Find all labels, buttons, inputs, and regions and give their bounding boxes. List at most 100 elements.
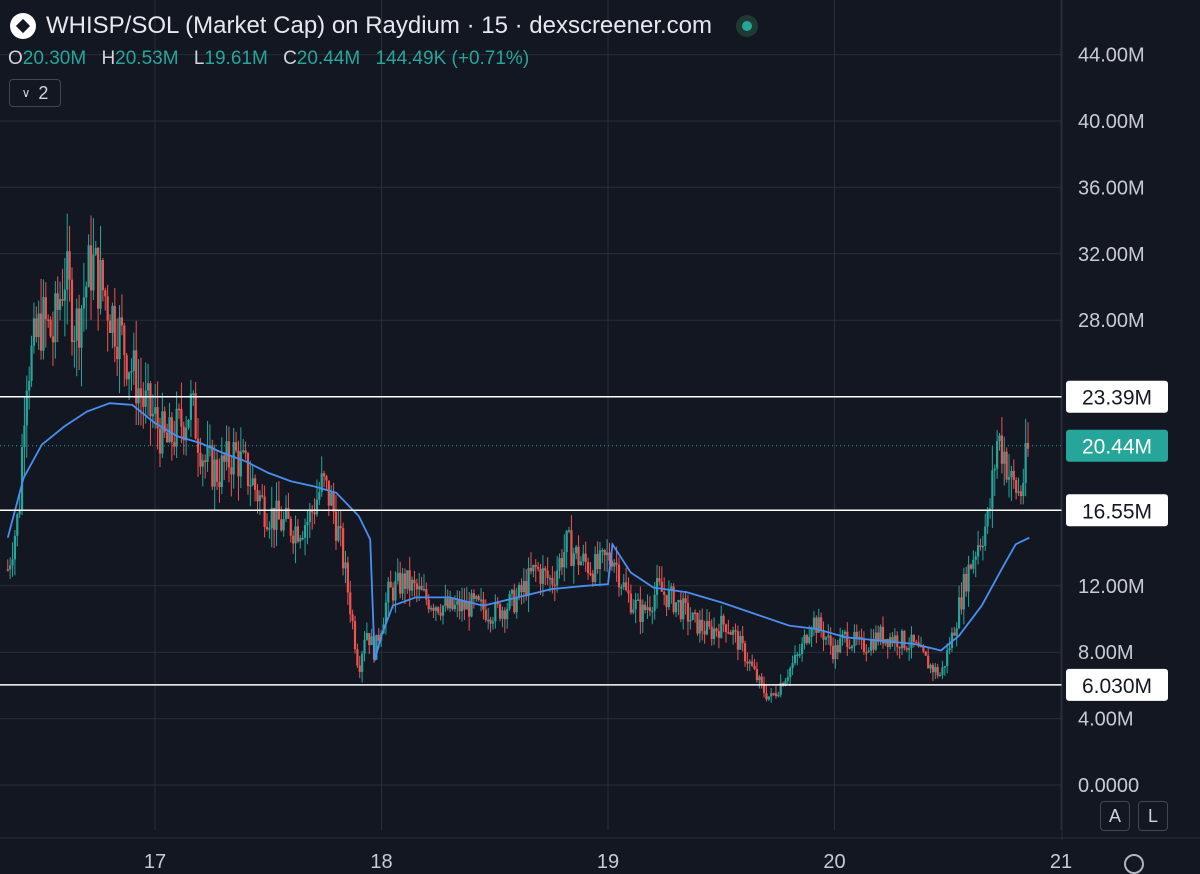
candle-body: [261, 495, 264, 497]
candle-body: [35, 318, 38, 338]
candle-body: [215, 459, 219, 482]
candle-body: [80, 308, 83, 348]
candle-body: [237, 450, 240, 477]
candle-body: [208, 445, 212, 447]
low-label: L: [193, 48, 205, 69]
candle-body: [68, 251, 71, 280]
candle-body: [11, 559, 14, 566]
candle-body: [23, 425, 26, 448]
candle-body: [903, 630, 906, 649]
candle-body: [556, 570, 559, 586]
chart-title: WHISP/SOL (Market Cap) on Raydium · 15 ·…: [46, 12, 712, 39]
candle-body: [622, 582, 625, 587]
dexscreener-logo-icon: [10, 13, 36, 39]
candle-body: [691, 612, 694, 620]
candle-body: [646, 607, 649, 611]
candle-body: [660, 581, 663, 592]
candle-body: [6, 569, 9, 571]
candle-body: [791, 663, 794, 669]
candle-body: [106, 296, 109, 321]
candle-body: [765, 693, 768, 700]
gear-icon[interactable]: [1124, 854, 1144, 874]
candle-body: [437, 607, 440, 613]
candle-body: [774, 693, 778, 697]
candle-body: [273, 507, 276, 530]
candle-body: [158, 428, 162, 454]
candle-body: [713, 628, 716, 639]
candle-body: [589, 573, 592, 575]
candle-body: [482, 599, 485, 610]
candle-body: [20, 447, 24, 511]
candle-body: [603, 549, 606, 556]
candle-body: [872, 638, 875, 650]
candle-body: [325, 476, 328, 481]
candle-body: [998, 435, 1001, 442]
candle-body: [539, 568, 542, 584]
candle-body: [501, 610, 504, 619]
candle-body: [715, 628, 718, 632]
candle-body: [149, 383, 152, 417]
candle-body: [204, 460, 207, 462]
candle-body: [948, 647, 951, 650]
candle-body: [551, 577, 554, 585]
candle-body: [515, 597, 518, 613]
high-value: 20.53M: [115, 48, 179, 69]
candle-body: [977, 545, 980, 557]
candle-body: [979, 545, 982, 547]
candle-body: [591, 573, 594, 583]
candle-body: [755, 668, 759, 681]
candle-body: [670, 586, 673, 590]
candle-body: [320, 473, 323, 492]
candle-body: [322, 473, 326, 477]
ohlc-legend: O20.30M H20.53M L19.61M C20.44M 144.49K …: [8, 48, 539, 70]
auto-scale-button[interactable]: A: [1100, 801, 1130, 831]
price-tick-label: 8.00M: [1078, 642, 1134, 664]
candle-body: [575, 546, 578, 554]
indicators-toggle-button[interactable]: ∨ 2: [9, 79, 61, 107]
candle-body: [665, 594, 668, 608]
candle-body: [796, 654, 799, 656]
candle-body: [182, 426, 185, 441]
candle-body: [430, 607, 433, 610]
level-label-text: 23.39M: [1082, 387, 1152, 410]
candle-body: [908, 648, 911, 650]
candle-body: [306, 521, 309, 526]
candle-body: [211, 445, 214, 487]
candle-body: [986, 509, 989, 527]
candle-body: [772, 693, 775, 695]
candle-body: [458, 600, 461, 612]
open-label: O: [8, 48, 23, 69]
candle-body: [829, 635, 832, 646]
candle-body: [810, 628, 813, 637]
candle-body: [453, 604, 456, 610]
candle-body: [97, 247, 100, 309]
log-scale-button[interactable]: L: [1138, 801, 1168, 831]
candle-body: [432, 607, 435, 611]
price-tick-label: 28.00M: [1078, 310, 1145, 332]
chevron-down-icon: ∨: [21, 86, 31, 100]
candle-body: [377, 634, 380, 641]
candle-body: [101, 260, 105, 291]
candle-body: [572, 553, 575, 566]
candle-body: [99, 260, 102, 309]
candle-body: [163, 411, 166, 433]
candle-body: [463, 600, 466, 610]
candle-body: [1017, 491, 1020, 493]
chart-header: WHISP/SOL (Market Cap) on Raydium · 15 ·…: [10, 12, 758, 40]
candle-body: [61, 299, 64, 301]
candle-body: [254, 478, 257, 490]
price-tick-label: 4.00M: [1078, 709, 1134, 731]
candle-body: [1010, 470, 1013, 477]
candle-body: [268, 528, 271, 530]
candle-body: [943, 666, 946, 668]
candle-body: [292, 535, 295, 544]
candle-body: [579, 561, 583, 566]
candle-body: [696, 612, 699, 634]
candle-body: [812, 617, 816, 629]
candle-body: [831, 645, 835, 660]
candle-body: [900, 630, 904, 649]
candle-body: [408, 570, 411, 591]
candle-body: [475, 596, 478, 599]
candle-body: [361, 653, 364, 672]
